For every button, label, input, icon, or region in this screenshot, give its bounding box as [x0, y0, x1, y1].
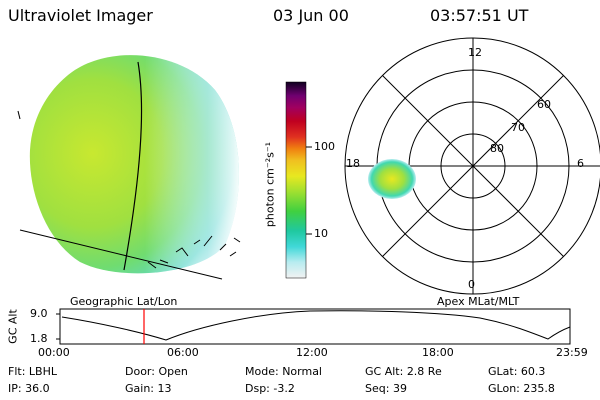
- timeline-xtick-1200: 12:00: [296, 346, 328, 359]
- mlat-label-80: 80: [490, 142, 504, 155]
- mlt-label-0: 0: [468, 278, 475, 291]
- info-dsp: Dsp: -3.2: [245, 382, 295, 395]
- timeline-ylabel: GC Alt: [6, 309, 20, 344]
- timeline-xtick-0000: 00:00: [38, 346, 70, 359]
- date-label: 03 Jun 00: [273, 6, 349, 25]
- left-panel-caption: Geographic Lat/Lon: [70, 295, 178, 308]
- info-glon: GLon: 235.8: [488, 382, 555, 395]
- mlt-label-18: 18: [346, 157, 360, 170]
- timeline-xtick-1800: 18:00: [422, 346, 454, 359]
- mlat-label-60: 60: [537, 98, 551, 111]
- colorbar-tick-100: 100: [314, 140, 335, 153]
- right-panel-caption: Apex MLat/MLT: [437, 295, 520, 308]
- time-label: 03:57:51 UT: [430, 6, 529, 25]
- auroral-oval: [368, 159, 416, 199]
- timeline-xtick-2359: 23:59: [556, 346, 588, 359]
- polar-plot: [344, 37, 600, 295]
- color-scale-bar: [285, 81, 312, 279]
- info-ip: IP: 36.0: [8, 382, 50, 395]
- mlt-label-12: 12: [468, 46, 482, 59]
- mlt-label-6: 6: [577, 157, 584, 170]
- mlat-label-70: 70: [511, 121, 525, 134]
- info-door: Door: Open: [125, 365, 188, 378]
- timeline-ytick-low: 1.8: [30, 332, 48, 345]
- timeline-ytick-high: 9.0: [30, 307, 48, 320]
- info-seq: Seq: 39: [365, 382, 407, 395]
- colorbar-tick-10: 10: [314, 227, 328, 240]
- earth-image: [17, 55, 241, 280]
- app-title: Ultraviolet Imager: [8, 6, 153, 25]
- info-gain: Gain: 13: [125, 382, 172, 395]
- colorbar-unit-label: photon cm⁻²s⁻¹: [263, 141, 277, 228]
- info-glat: GLat: 60.3: [488, 365, 546, 378]
- info-filter: Flt: LBHL: [8, 365, 57, 378]
- altitude-timeline: [56, 308, 571, 345]
- timeline-xtick-0600: 06:00: [167, 346, 199, 359]
- info-gc-alt: GC Alt: 2.8 Re: [365, 365, 442, 378]
- info-mode: Mode: Normal: [245, 365, 322, 378]
